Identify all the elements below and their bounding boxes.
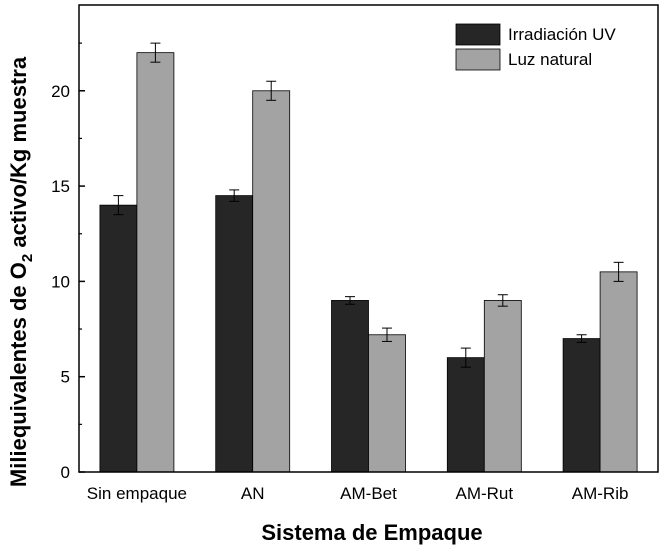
y-tick-label: 15 — [51, 177, 70, 196]
bar — [368, 334, 406, 473]
y-axis-title: Miliequivalentes de O2 activo/Kg muestra — [6, 56, 36, 487]
chart-marks: 0 5 10 15 20 Sin empaque AN AM-Bet AM-Rut AM-Rib — [51, 42, 638, 503]
y-tick-label: 5 — [61, 368, 70, 387]
legend-label: Irradiación UV — [508, 25, 616, 44]
bar — [599, 271, 638, 473]
bar — [446, 357, 485, 473]
legend: Irradiación UV Luz natural — [455, 23, 616, 71]
y-axis-title-main: Miliequivalentes de O — [6, 262, 31, 487]
x-tick-label: AM-Rut — [455, 484, 513, 503]
legend-label: Luz natural — [508, 50, 592, 69]
bar — [136, 52, 175, 473]
y-tick-label: 0 — [61, 463, 70, 482]
plot-frame — [78, 4, 659, 473]
bar — [252, 90, 291, 473]
x-tick-label: AM-Bet — [340, 484, 397, 503]
bar — [99, 204, 138, 473]
y-axis-title-group: Miliequivalentes de O2 activo/Kg muestra — [6, 56, 36, 487]
x-tick-label: Sin empaque — [87, 484, 187, 503]
legend-swatch — [455, 23, 501, 46]
bar — [331, 300, 369, 473]
y-tick-label: 20 — [51, 82, 70, 101]
y-tick-label: 10 — [51, 272, 70, 291]
bar — [562, 338, 601, 473]
x-tick-label: AM-Rib — [572, 484, 629, 503]
x-axis-title: Sistema de Empaque — [261, 520, 482, 545]
y-axis-title-rest: activo/Kg muestra — [6, 56, 31, 254]
bar — [483, 300, 522, 473]
legend-swatch — [455, 48, 501, 71]
bar — [215, 195, 254, 473]
y-axis-title-subscript: 2 — [19, 254, 36, 262]
x-tick-label: AN — [241, 484, 265, 503]
